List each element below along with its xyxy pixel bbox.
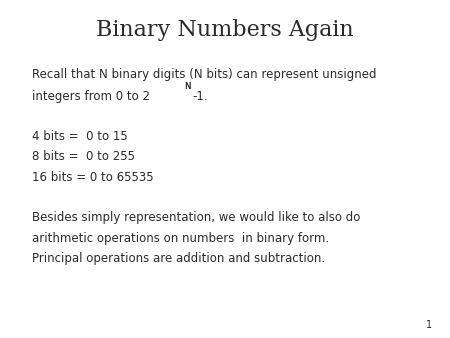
Text: 1: 1	[426, 319, 432, 330]
Text: integers from 0 to 2: integers from 0 to 2	[32, 90, 149, 102]
Text: Recall that N binary digits (N bits) can represent unsigned: Recall that N binary digits (N bits) can…	[32, 68, 376, 80]
Text: 8 bits =  0 to 255: 8 bits = 0 to 255	[32, 150, 135, 163]
Text: 4 bits =  0 to 15: 4 bits = 0 to 15	[32, 130, 127, 143]
Text: -1.: -1.	[192, 90, 207, 102]
Text: N: N	[184, 82, 190, 91]
Text: N: N	[184, 82, 190, 91]
Text: Principal operations are addition and subtraction.: Principal operations are addition and su…	[32, 252, 324, 265]
Text: 16 bits = 0 to 65535: 16 bits = 0 to 65535	[32, 171, 153, 184]
Text: Binary Numbers Again: Binary Numbers Again	[96, 19, 354, 41]
Text: arithmetic operations on numbers  in binary form.: arithmetic operations on numbers in bina…	[32, 232, 328, 244]
Text: Besides simply representation, we would like to also do: Besides simply representation, we would …	[32, 211, 360, 224]
